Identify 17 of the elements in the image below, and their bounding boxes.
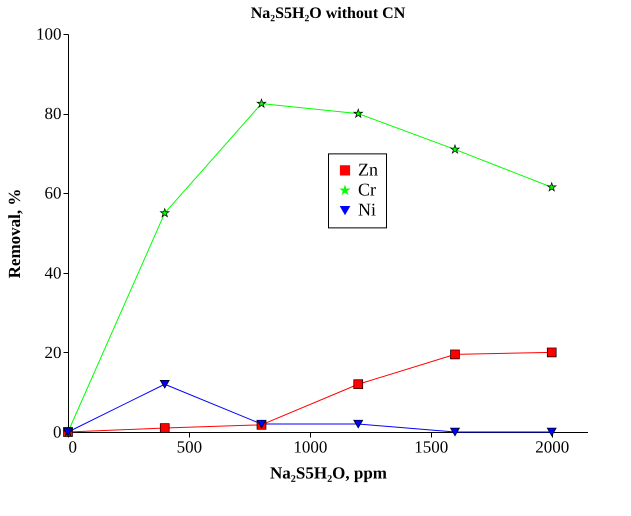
y-tick-label: 100 (36, 24, 62, 44)
legend-label: Cr (358, 179, 376, 200)
y-tick-label: 80 (44, 104, 62, 124)
x-tick-label: 500 (176, 438, 202, 456)
y-axis-title: Removal, % (5, 188, 24, 278)
legend-label: Zn (358, 159, 378, 180)
x-tick-label: 1500 (414, 438, 448, 456)
y-tick-label: 60 (44, 184, 62, 203)
y-tick-label: 40 (44, 263, 62, 282)
y-tick-label: 0 (53, 422, 62, 442)
x-tick-label: 0 (68, 438, 77, 456)
chart-title: Na₂S5H₂O without CN (250, 5, 406, 22)
y-tick-label: 20 (44, 342, 62, 362)
legend-label: Ni (358, 199, 376, 220)
x-tick-label: 1000 (293, 438, 328, 456)
x-tick-label: 2000 (535, 438, 570, 456)
x-axis-title: Na₂S5H₂O, ppm (270, 464, 387, 482)
